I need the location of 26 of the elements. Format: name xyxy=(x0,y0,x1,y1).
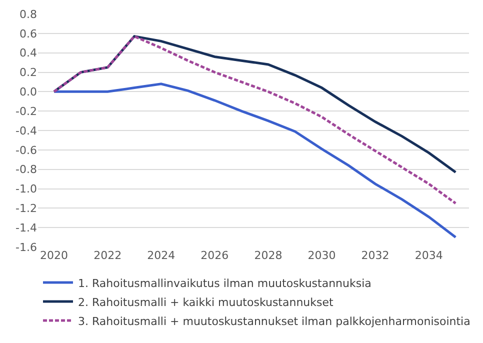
legend-label: 1. Rahoitusmallinvaikutus ilman muutoskustannuksia xyxy=(78,276,372,290)
y-tick-label: -0.6 xyxy=(16,144,37,157)
y-tick-label: 0.0 xyxy=(20,86,37,99)
line-series xyxy=(52,82,457,239)
legend-label: 2. Rahoitusmalli + kaikki muutoskustannukset xyxy=(78,296,334,309)
y-tick-label: -1.0 xyxy=(16,182,37,196)
x-tick-label: 2028 xyxy=(254,249,282,262)
legend-label: 3. Rahoitusmalli + muutoskustannukset ilman palkkojenharmonisointia xyxy=(78,314,470,328)
y-tick-label: -0.8 xyxy=(16,163,37,176)
y-tick-label: 0.4 xyxy=(20,46,37,60)
y-tick-label: 0.8 xyxy=(20,8,37,21)
y-tick-label: -0.4 xyxy=(16,124,37,138)
x-tick-label: 2022 xyxy=(94,249,122,262)
x-tick-label: 2034 xyxy=(414,249,443,262)
y-tick-label: 0.2 xyxy=(20,66,37,80)
y-tick-label: -1.6 xyxy=(16,240,37,254)
y-tick-label: -1.4 xyxy=(16,221,37,234)
y-tick-label: -0.2 xyxy=(16,104,37,118)
x-tick-label: 2030 xyxy=(308,249,336,262)
x-tick-label: 2020 xyxy=(40,249,68,262)
x-tick-label: 2032 xyxy=(361,249,390,262)
line-series xyxy=(52,35,457,205)
x-tick-label: 2026 xyxy=(200,249,229,262)
y-tick-label: -1.2 xyxy=(16,202,37,216)
x-tick-label: 2024 xyxy=(147,249,176,262)
y-tick-label: 0.6 xyxy=(20,27,37,40)
